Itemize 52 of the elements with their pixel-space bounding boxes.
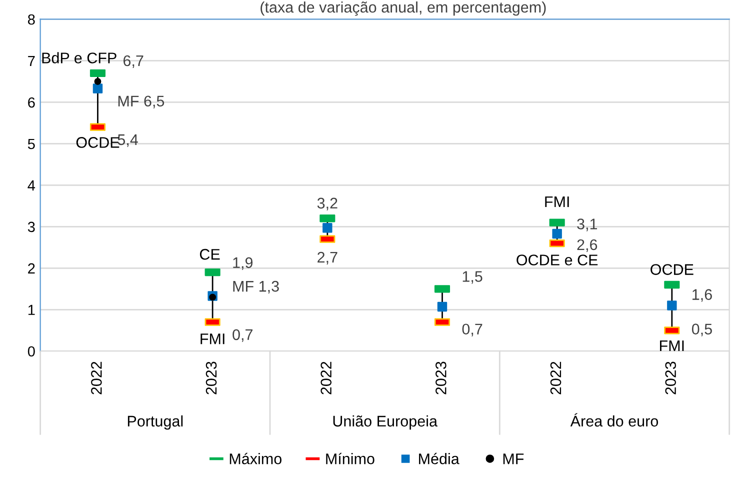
text: Área do euro bbox=[570, 413, 658, 427]
text: União Europeia bbox=[333, 415, 438, 430]
data-label: MF 6,5 bbox=[118, 96, 164, 108]
data-label: 0,7 bbox=[232, 329, 252, 342]
annotation: OCDE bbox=[76, 137, 120, 148]
y-tick-label: 0 bbox=[28, 346, 35, 357]
data-label: 2,6 bbox=[577, 239, 598, 252]
legend-label: Mínimo bbox=[326, 452, 374, 464]
point bbox=[437, 302, 448, 312]
y-tick-label: 7 bbox=[28, 56, 35, 66]
legend-label: MF bbox=[503, 454, 524, 464]
point bbox=[92, 84, 103, 94]
point bbox=[209, 294, 216, 301]
data-label: 3,2 bbox=[317, 198, 338, 210]
data-label: 0,5 bbox=[692, 324, 712, 336]
annotation: FMI bbox=[200, 334, 224, 344]
x-tick-label: 2023 bbox=[206, 362, 217, 394]
x-tick-label: 2023 bbox=[436, 362, 446, 394]
legend-label: Máximo bbox=[230, 452, 282, 464]
data-label: 6,7 bbox=[124, 55, 144, 68]
point bbox=[322, 223, 332, 233]
annotation: FMI bbox=[660, 340, 684, 352]
data-label: 0,7 bbox=[462, 324, 482, 336]
x-tick-label: 2022 bbox=[91, 362, 102, 394]
annotation: BdP e CFP bbox=[42, 52, 116, 64]
y-tick-label: 1 bbox=[28, 304, 35, 315]
data-label: 3,1 bbox=[577, 218, 598, 232]
data-label: 1,9 bbox=[233, 257, 253, 270]
annotation: OCDE e CE bbox=[516, 254, 598, 266]
legend-label: Média bbox=[419, 452, 460, 464]
data-label: 2,7 bbox=[318, 252, 338, 264]
point bbox=[94, 78, 102, 85]
point bbox=[667, 300, 677, 310]
point bbox=[552, 228, 562, 239]
x-tick-label: 2022 bbox=[320, 362, 332, 394]
data-label: 1,6 bbox=[692, 289, 712, 302]
y-tick-label: 5 bbox=[28, 138, 35, 150]
annotation: CE bbox=[200, 248, 220, 260]
data-label: 5,4 bbox=[118, 134, 138, 147]
annotation: OCDE bbox=[650, 264, 694, 275]
y-tick-label: 6 bbox=[28, 97, 35, 108]
text: Portugal bbox=[128, 415, 183, 430]
x-tick-label: 2023 bbox=[665, 362, 676, 394]
x-tick-label: 2022 bbox=[550, 362, 562, 394]
y-tick-label: 8 bbox=[28, 14, 35, 25]
chart-title: (taxa de variação anual, em percentagem) bbox=[260, 1, 546, 16]
annotation: FMI bbox=[545, 196, 569, 208]
y-tick-label: 3 bbox=[28, 222, 35, 232]
y-tick-label: 2 bbox=[28, 263, 35, 274]
data-label: MF 1,3 bbox=[233, 280, 279, 294]
data-label: 1,5 bbox=[462, 271, 482, 284]
y-tick-label: 4 bbox=[28, 180, 36, 190]
